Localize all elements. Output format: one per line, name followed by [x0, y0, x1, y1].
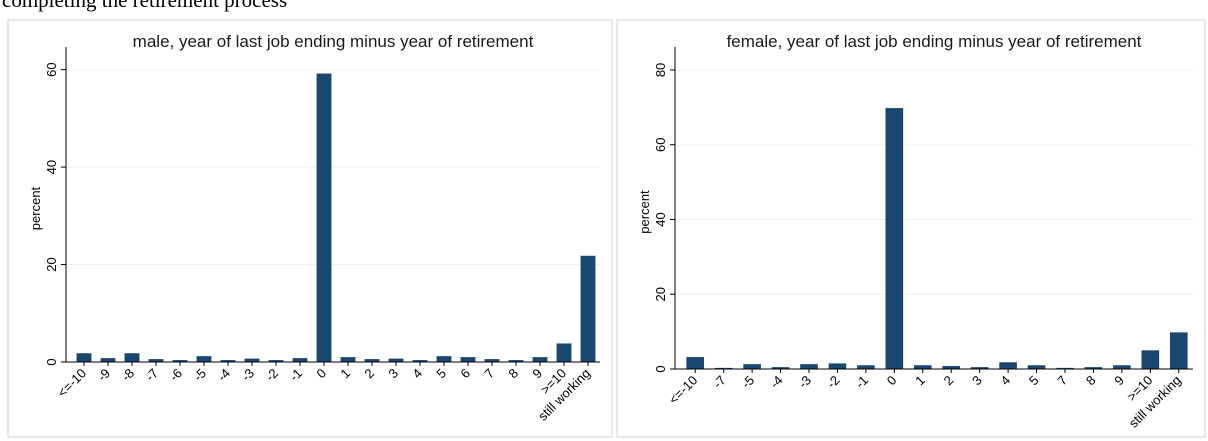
bar	[76, 353, 92, 362]
bar	[999, 362, 1017, 369]
bar	[686, 357, 705, 369]
bar	[714, 367, 733, 369]
y-tick-label: 40	[44, 160, 59, 174]
y-tick-label: 20	[653, 287, 668, 301]
bar	[196, 356, 212, 362]
bar	[172, 360, 188, 362]
bar	[148, 359, 164, 362]
panel-background	[7, 19, 613, 438]
bar	[388, 358, 404, 362]
y-tick-label: 0	[653, 365, 668, 372]
bar	[484, 359, 500, 362]
y-axis-label: percent	[637, 190, 652, 234]
y-axis-label: percent	[28, 186, 43, 230]
bar	[1027, 365, 1046, 369]
bar	[100, 358, 116, 362]
bar	[1084, 367, 1103, 369]
chart-panel: female, year of last job ending minus ye…	[616, 19, 1206, 438]
panel-background	[616, 19, 1206, 438]
bar	[220, 360, 236, 362]
bar	[532, 357, 548, 362]
bar	[1056, 367, 1074, 369]
bar	[828, 363, 847, 369]
bar	[244, 358, 260, 362]
bar	[508, 360, 524, 362]
bar	[580, 255, 596, 362]
bar	[771, 367, 790, 369]
bar	[436, 356, 452, 362]
bar	[857, 365, 875, 369]
chart-title: male, year of last job ending minus year…	[133, 32, 534, 51]
y-tick-label: 60	[44, 62, 59, 76]
bar	[412, 360, 428, 362]
bar	[743, 364, 761, 369]
bar	[124, 353, 140, 362]
y-tick-label: 20	[44, 257, 59, 271]
chart-panel: male, year of last job ending minus year…	[7, 19, 613, 438]
bar	[1169, 332, 1188, 369]
bar	[970, 367, 989, 369]
bar	[913, 365, 932, 369]
chart-title: female, year of last job ending minus ye…	[727, 32, 1142, 51]
bar	[800, 364, 818, 369]
bar	[1141, 350, 1160, 369]
bar	[364, 359, 380, 362]
bar	[1113, 365, 1131, 369]
y-tick-label: 60	[653, 137, 668, 151]
bar	[460, 357, 476, 362]
y-tick-label: 0	[44, 358, 59, 365]
bar	[885, 108, 904, 369]
y-tick-label: 40	[653, 212, 668, 226]
bar	[340, 357, 356, 362]
bar	[268, 360, 284, 362]
y-tick-label: 80	[653, 63, 668, 77]
bar	[556, 343, 572, 362]
bar	[942, 366, 961, 369]
bar	[292, 358, 308, 362]
bar	[316, 73, 332, 363]
caption: completing the retirement process	[2, 0, 287, 12]
